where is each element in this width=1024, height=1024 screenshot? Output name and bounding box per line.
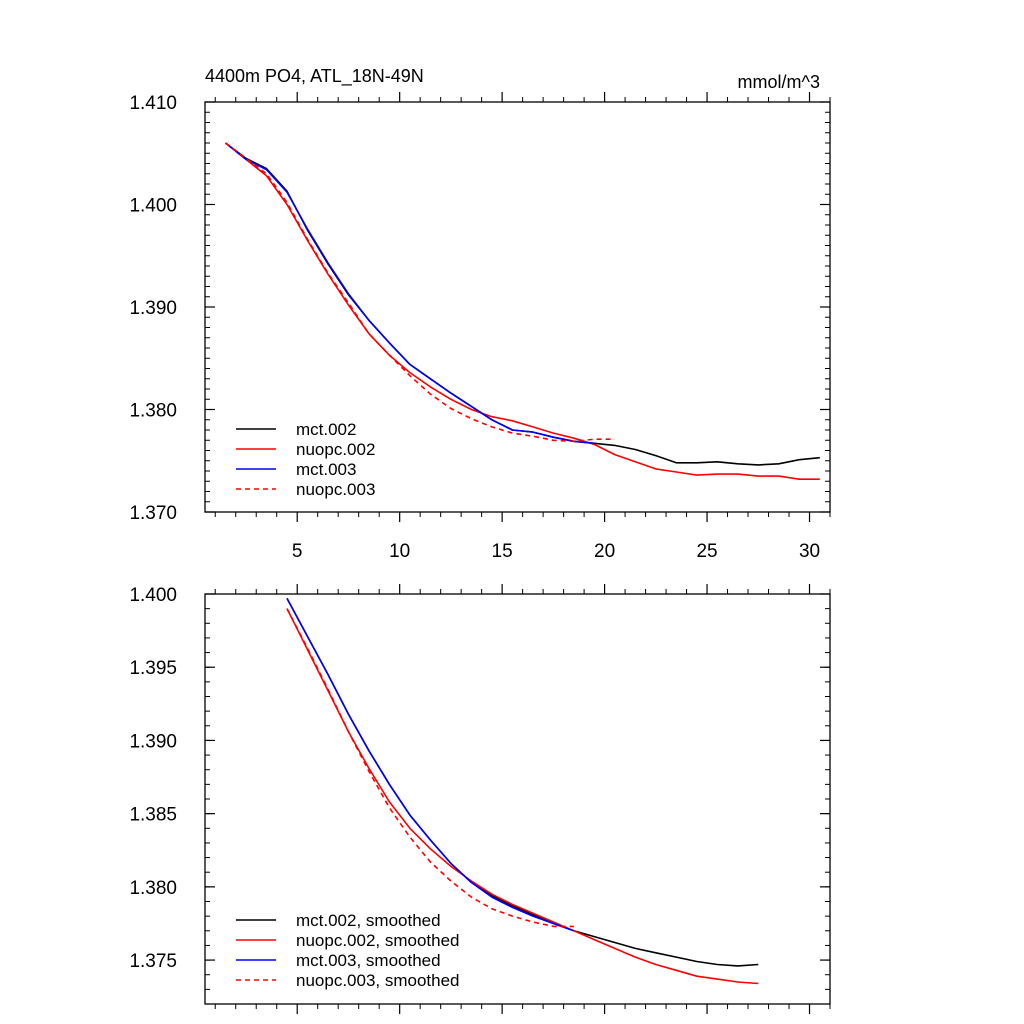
y-tick-label: 1.370 (129, 503, 177, 524)
legend-label: nuopc.003, smoothed (296, 971, 460, 990)
y-tick-label: 1.400 (129, 196, 177, 217)
x-tick-label: 15 (492, 541, 513, 562)
series-line-4 (225, 142, 615, 443)
series-line-3 (225, 142, 595, 445)
panel-2: 1.375 1.380 1.385 1.390 1.395 1.400 mct.002, s… (129, 584, 831, 1014)
y-tick-label: 1.380 (129, 401, 177, 422)
legend-label: mct.002 (296, 420, 356, 439)
x-tick-label: 10 (389, 541, 410, 562)
series-line-3 (286, 598, 575, 932)
x-tick-label: 5 (292, 541, 303, 562)
x-tick-label: 30 (799, 541, 820, 562)
legend-label: nuopc.002, smoothed (296, 931, 460, 950)
legend-label: mct.003, smoothed (296, 951, 441, 970)
series-line-2 (286, 608, 759, 985)
x-tick-label: 20 (594, 541, 615, 562)
legend-label: mct.003 (296, 460, 356, 479)
chart-title: 4400m PO4, ATL_18N-49N (205, 66, 424, 87)
y-tick-label: 1.400 (129, 585, 177, 606)
y-tick-label: 1.410 (129, 93, 177, 114)
y-tick-label: 1.390 (129, 731, 177, 752)
legend-label: nuopc.003 (296, 480, 375, 499)
y-tick-label: 1.380 (129, 878, 177, 899)
y-tick-label: 1.375 (129, 951, 177, 972)
x-tick-label: 25 (696, 541, 717, 562)
legend-label: nuopc.002 (296, 440, 375, 459)
legend-label: mct.002, smoothed (296, 911, 441, 930)
y-tick-label: 1.390 (129, 298, 177, 319)
chart-units: mmol/m^3 (738, 72, 820, 92)
series-line-1 (225, 142, 820, 466)
series-line-4 (286, 608, 574, 928)
y-tick-label: 1.385 (129, 805, 177, 826)
y-tick-label: 1.395 (129, 658, 177, 679)
panel-1: 1.370 1.380 1.390 1.400 1.410 5 10 15 20 25 30 4400… (129, 66, 831, 562)
